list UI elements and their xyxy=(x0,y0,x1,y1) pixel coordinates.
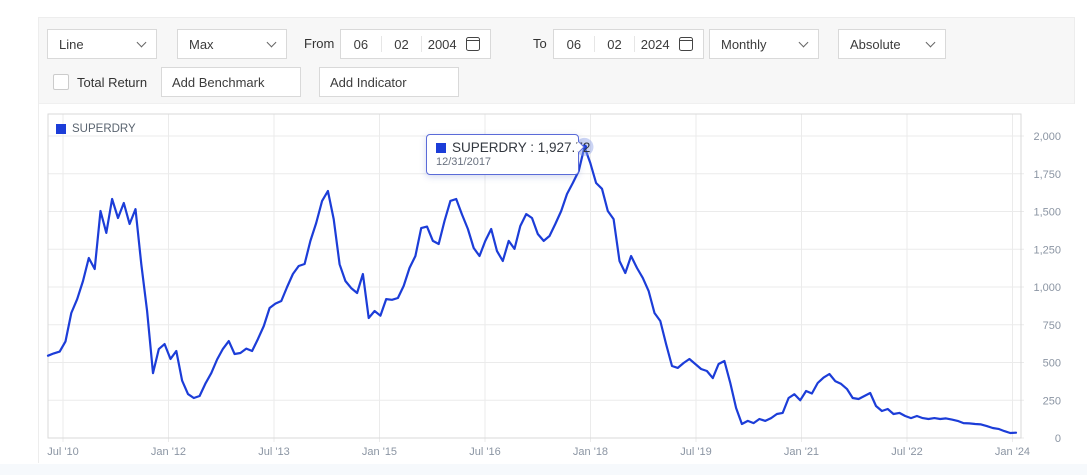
toolbar-row-1: Line Max From 06 02 2004 To 06 02 xyxy=(39,29,1074,59)
y-tick-label: 500 xyxy=(1043,358,1061,370)
chart-widget: Line Max From 06 02 2004 To 06 02 xyxy=(38,17,1076,464)
x-tick-label: Jan '15 xyxy=(362,446,397,458)
from-day[interactable]: 06 xyxy=(353,36,369,52)
chart-type-value: Line xyxy=(59,36,84,52)
x-tick-label: Jan '24 xyxy=(995,446,1030,458)
to-month[interactable]: 02 xyxy=(607,36,622,52)
legend-color-swatch xyxy=(56,124,66,134)
x-tick-label: Jul '19 xyxy=(680,446,711,458)
from-year[interactable]: 2004 xyxy=(427,36,457,52)
price-line-superdry xyxy=(46,145,1018,435)
add-indicator-input[interactable] xyxy=(319,67,459,97)
from-month[interactable]: 02 xyxy=(394,36,409,52)
x-tick-label: Jul '16 xyxy=(469,446,500,458)
y-tick-label: 1,750 xyxy=(1033,169,1061,181)
tooltip-date: 12/31/2017 xyxy=(436,156,492,168)
y-tick-label: 2,000 xyxy=(1033,131,1061,143)
field-divider xyxy=(380,36,382,52)
x-tick-label: Jan '18 xyxy=(573,446,608,458)
chevron-down-icon xyxy=(925,37,936,47)
mode-value: Absolute xyxy=(850,36,901,52)
calendar-icon[interactable] xyxy=(679,37,694,51)
to-year[interactable]: 2024 xyxy=(640,36,670,52)
to-label: To xyxy=(533,36,547,51)
y-tick-label: 750 xyxy=(1043,320,1061,332)
to-date-field[interactable]: 06 02 2024 xyxy=(553,29,704,59)
add-benchmark-input[interactable] xyxy=(161,67,301,97)
x-tick-label: Jan '21 xyxy=(784,446,819,458)
x-tick-label: Jan '12 xyxy=(151,446,186,458)
y-tick-label: 1,000 xyxy=(1033,282,1061,294)
calendar-icon[interactable] xyxy=(466,37,481,51)
tooltip-series-value: SUPERDRY : 1,927.72 xyxy=(452,140,591,155)
chart-toolbar: Line Max From 06 02 2004 To 06 02 xyxy=(39,18,1074,104)
y-tick-label: 250 xyxy=(1043,395,1061,407)
chart-type-select[interactable]: Line xyxy=(47,29,157,59)
range-value: Max xyxy=(189,36,214,52)
chevron-down-icon xyxy=(136,37,147,47)
chart-legend[interactable]: SUPERDRY xyxy=(56,123,136,135)
chart-tooltip: SUPERDRY : 1,927.72 12/31/2017 xyxy=(426,134,590,175)
x-tick-label: Jul '10 xyxy=(47,446,78,458)
y-tick-label: 0 xyxy=(1055,433,1061,445)
field-divider xyxy=(634,36,636,52)
mode-select[interactable]: Absolute xyxy=(838,29,946,59)
range-select[interactable]: Max xyxy=(177,29,287,59)
field-divider xyxy=(593,36,595,52)
field-divider xyxy=(421,36,423,52)
x-tick-label: Jul '13 xyxy=(258,446,289,458)
frequency-select[interactable]: Monthly xyxy=(709,29,819,59)
from-label: From xyxy=(304,36,335,51)
frequency-value: Monthly xyxy=(721,36,767,52)
x-tick-label: Jul '22 xyxy=(891,446,922,458)
total-return-label: Total Return xyxy=(77,75,148,90)
legend-series-label: SUPERDRY xyxy=(72,123,136,135)
from-date-field[interactable]: 06 02 2004 xyxy=(340,29,491,59)
total-return-checkbox[interactable] xyxy=(53,74,69,90)
chevron-down-icon xyxy=(266,37,277,47)
to-day[interactable]: 06 xyxy=(566,36,582,52)
page-bottom-strip xyxy=(0,464,1087,475)
y-tick-label: 1,500 xyxy=(1033,207,1061,219)
chevron-down-icon xyxy=(798,37,809,47)
plot-border xyxy=(47,113,1022,439)
toolbar-row-2: Total Return xyxy=(39,67,1074,97)
tooltip-color-swatch xyxy=(436,142,446,153)
y-tick-label: 1,250 xyxy=(1033,244,1061,256)
price-chart[interactable]: 0 250 500 750 1,000 1,250 1,500 1,750 2,000 Jul '… xyxy=(39,104,1076,464)
